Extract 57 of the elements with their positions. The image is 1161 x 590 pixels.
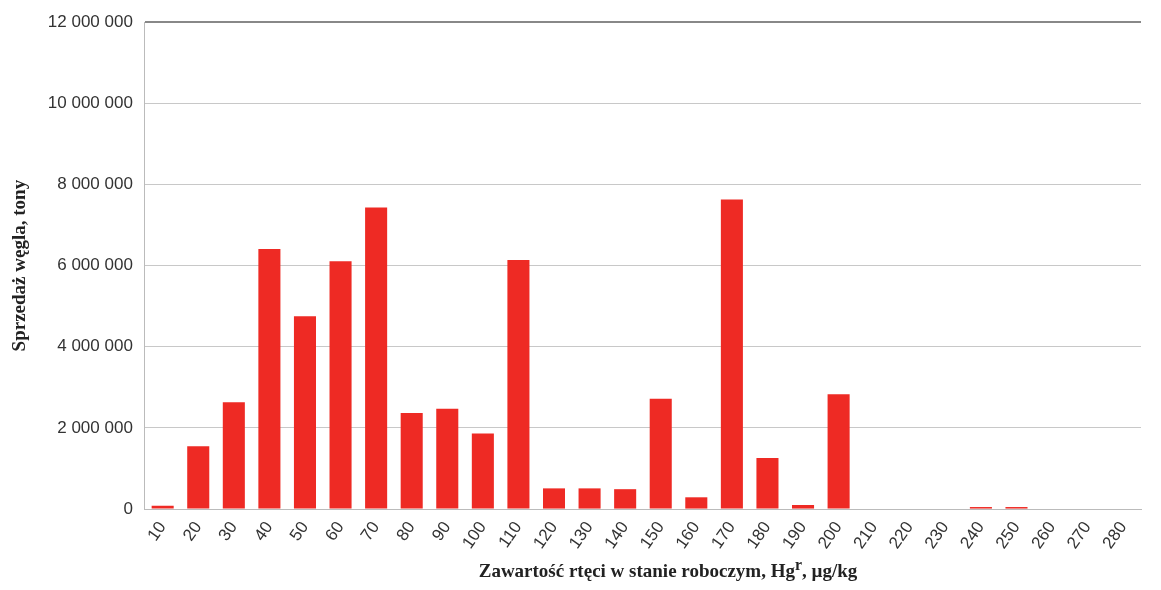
bar xyxy=(614,489,637,509)
x-tick-label: 160 xyxy=(671,518,704,553)
bar xyxy=(471,433,494,509)
x-tick-label: 270 xyxy=(1062,518,1095,553)
x-tick-label: 100 xyxy=(458,518,490,553)
x-tick-label: 250 xyxy=(991,518,1024,553)
bar xyxy=(258,249,281,509)
x-tick-label: 220 xyxy=(885,518,917,553)
bar xyxy=(649,398,672,509)
x-tick-label: 120 xyxy=(529,518,562,553)
y-tick-label: 0 xyxy=(123,498,133,518)
x-tick-label: 280 xyxy=(1098,518,1131,553)
x-tick-label: 50 xyxy=(285,518,313,545)
bar xyxy=(187,446,210,509)
x-tick-label: 60 xyxy=(321,518,348,545)
bar xyxy=(578,488,601,509)
x-tick-label: 150 xyxy=(636,518,668,553)
bar xyxy=(293,316,316,509)
x-tick-label: 10 xyxy=(143,518,170,545)
x-tick-label: 80 xyxy=(392,518,419,545)
bar xyxy=(756,457,779,509)
bar xyxy=(151,505,174,509)
bar xyxy=(222,402,245,509)
bar xyxy=(685,497,708,509)
x-axis-title: Zawartość rtęci w stanie roboczym, Hg$^{r}$, µg/kg xyxy=(477,556,859,583)
x-tick-label: 260 xyxy=(1027,518,1060,553)
x-tick-label: 240 xyxy=(956,518,989,553)
x-tick-label: 210 xyxy=(849,518,882,553)
y-tick-label: 12 000 000 xyxy=(47,11,133,31)
bar xyxy=(507,259,530,509)
x-tick-label: 170 xyxy=(707,518,739,553)
bar xyxy=(720,199,743,509)
x-tick-label: 140 xyxy=(600,518,633,553)
x-tick-label: 20 xyxy=(178,518,206,545)
y-tick-label: 10 000 000 xyxy=(47,93,133,113)
x-tick-label: 200 xyxy=(813,518,846,553)
y-axis-title: Sprzedaż węgla, tony xyxy=(8,179,30,352)
y-tick-label: 2 000 000 xyxy=(57,417,133,437)
x-tick-label: 180 xyxy=(742,518,775,553)
y-tick-label: 6 000 000 xyxy=(57,255,133,275)
y-tick-label: 4 000 000 xyxy=(57,336,133,356)
x-tick-label: 130 xyxy=(564,518,597,553)
x-tick-label: 190 xyxy=(778,518,811,553)
y-tick-label: 8 000 000 xyxy=(57,174,133,194)
x-tick-label: 110 xyxy=(494,518,526,552)
x-tick-label: 30 xyxy=(214,518,241,545)
x-tick-label: 230 xyxy=(920,518,953,553)
bar xyxy=(365,207,388,509)
x-tick-label: 40 xyxy=(250,518,277,545)
x-tick-label: 70 xyxy=(356,518,384,545)
bar xyxy=(436,408,459,509)
x-tick-label: 90 xyxy=(427,518,455,545)
bar xyxy=(827,394,850,509)
bar xyxy=(400,412,423,509)
bar xyxy=(329,261,352,509)
bar xyxy=(792,505,815,509)
bar xyxy=(542,488,566,509)
